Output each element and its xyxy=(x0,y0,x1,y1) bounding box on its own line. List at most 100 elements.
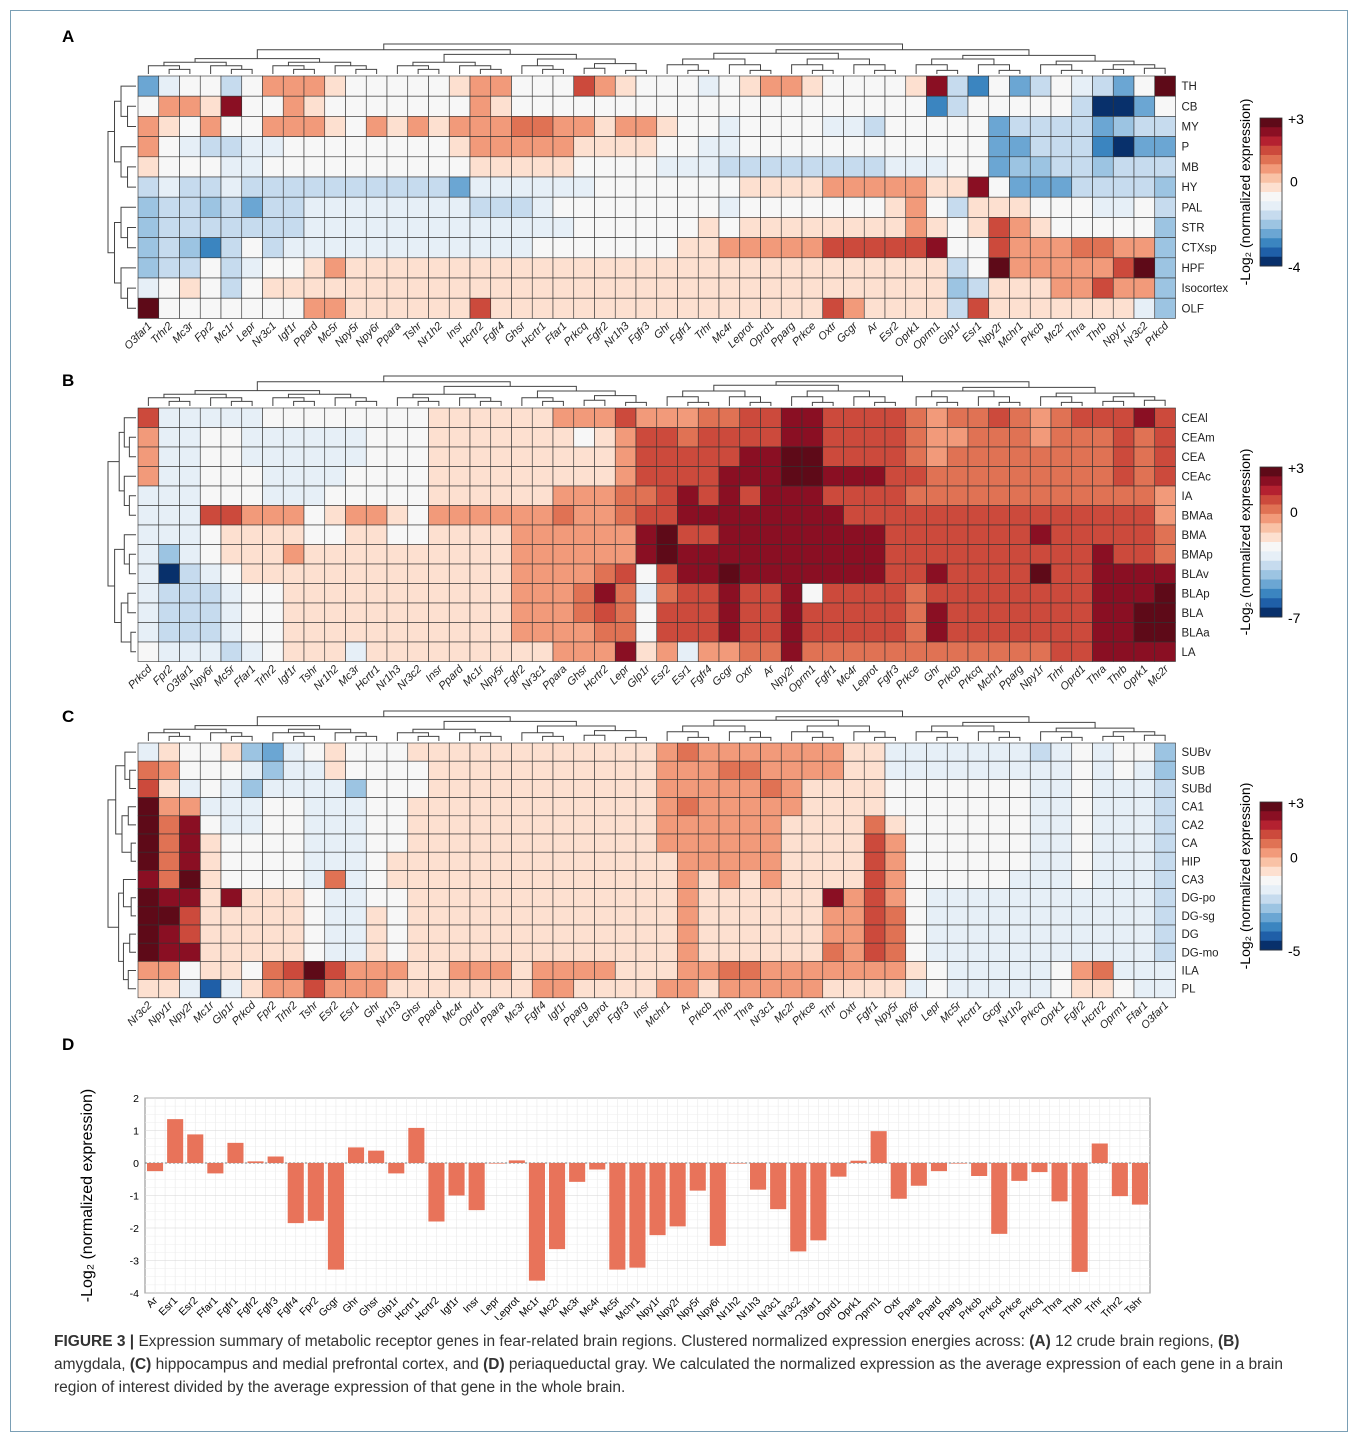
heatmap-cell xyxy=(1071,602,1093,623)
heatmap-cell xyxy=(448,797,471,817)
bar xyxy=(408,1127,425,1163)
heatmap-cell xyxy=(1009,760,1031,780)
row-label: CEAl xyxy=(1182,413,1208,425)
heatmap-cell xyxy=(718,407,741,428)
heatmap-cell xyxy=(863,583,886,604)
heatmap-cell xyxy=(386,924,409,944)
heatmap-cell xyxy=(1133,466,1156,487)
bar xyxy=(770,1163,787,1210)
heatmap-cell xyxy=(428,888,450,908)
heatmap-cell xyxy=(1092,427,1114,448)
heatmap-cell xyxy=(448,75,471,97)
heatmap-cell xyxy=(1154,544,1176,565)
heatmap-cell xyxy=(137,742,160,762)
heatmap-cell xyxy=(179,888,201,908)
heatmap-cell xyxy=(179,563,201,584)
heatmap-cell xyxy=(386,446,409,467)
heatmap-cell xyxy=(241,427,263,448)
heatmap-cell xyxy=(303,427,326,448)
heatmap-cell xyxy=(407,75,429,97)
heatmap-cell xyxy=(739,979,761,999)
heatmap-cell xyxy=(718,815,741,835)
heatmap-cell xyxy=(386,942,409,962)
bar xyxy=(167,1119,184,1163)
heatmap-cell xyxy=(677,602,699,623)
heatmap-cell xyxy=(1029,961,1052,980)
heatmap-cell xyxy=(199,485,222,506)
heatmap-cell xyxy=(365,297,388,319)
heatmap-cell xyxy=(158,237,180,259)
heatmap-cell xyxy=(199,779,222,798)
heatmap-cell xyxy=(324,407,346,428)
heatmap-cell xyxy=(303,277,326,299)
row-dendrogram-C xyxy=(107,751,136,990)
heatmap-cell xyxy=(760,237,782,259)
heatmap-cell xyxy=(511,95,533,117)
heatmap-cell xyxy=(448,979,471,999)
heatmap-cell xyxy=(718,237,741,259)
heatmap-cell xyxy=(1133,851,1156,871)
heatmap-cell xyxy=(1092,505,1114,526)
heatmap-cell xyxy=(697,237,720,259)
heatmap-cell xyxy=(801,136,824,158)
heatmap-cell xyxy=(1112,870,1135,889)
heatmap-cell xyxy=(1071,979,1093,999)
heatmap-cell xyxy=(594,760,616,780)
heatmap-cell xyxy=(1050,75,1073,97)
heatmap-cell xyxy=(905,466,927,487)
heatmap-cell xyxy=(552,196,575,218)
heatmap-cell xyxy=(843,257,865,279)
heatmap-cell xyxy=(656,257,678,279)
heatmap-cell xyxy=(1009,924,1031,944)
heatmap-cell xyxy=(863,136,886,158)
heatmap-cell xyxy=(324,906,346,926)
column-label: Fgfr4 xyxy=(522,999,549,1026)
heatmap-cell xyxy=(822,602,844,623)
heatmap-cell xyxy=(552,505,575,526)
heatmap-cell xyxy=(822,196,844,218)
heatmap-C xyxy=(137,742,1176,999)
heatmap-cell xyxy=(780,815,803,835)
heatmap-cell xyxy=(594,277,616,299)
heatmap-cell xyxy=(407,297,429,319)
column-label: Fgfr4 xyxy=(688,663,715,690)
heatmap-cell xyxy=(946,217,969,238)
heatmap-cell xyxy=(988,176,1010,198)
heatmap-cell xyxy=(1092,742,1114,762)
heatmap-cell xyxy=(137,961,160,980)
heatmap-cell xyxy=(386,888,409,908)
heatmap-cell xyxy=(1029,760,1052,780)
heatmap-cell xyxy=(822,116,844,137)
column-label: Ppard xyxy=(416,999,446,1029)
column-label: Mc2r xyxy=(1145,662,1172,689)
heatmap-cell xyxy=(220,602,243,623)
heatmap-cell xyxy=(863,427,886,448)
heatmap-cell xyxy=(386,544,409,565)
heatmap-cell xyxy=(1029,622,1052,643)
heatmap-cell xyxy=(1133,779,1156,798)
heatmap-cell xyxy=(199,196,222,218)
heatmap-cell xyxy=(594,176,616,198)
heatmap-cell xyxy=(1112,641,1135,662)
heatmap-cell xyxy=(1133,583,1156,604)
heatmap-cell xyxy=(241,779,263,798)
heatmap-cell xyxy=(511,961,533,980)
heatmap-cell xyxy=(946,583,969,604)
heatmap-cell xyxy=(926,641,948,662)
heatmap-cell xyxy=(718,466,741,487)
heatmap-cell xyxy=(946,742,969,762)
heatmap-cell xyxy=(552,602,575,623)
colorbar-step xyxy=(1260,210,1282,221)
heatmap-cell xyxy=(365,641,388,662)
heatmap-cell xyxy=(739,156,761,178)
heatmap-cell xyxy=(428,75,450,97)
heatmap-cell xyxy=(345,815,367,835)
heatmap-cell xyxy=(614,237,637,259)
heatmap-cell xyxy=(718,833,741,853)
heatmap-cell xyxy=(573,942,595,962)
heatmap-cell xyxy=(220,779,243,798)
heatmap-cell xyxy=(282,602,305,623)
heatmap-cell xyxy=(1050,277,1073,299)
heatmap-cell xyxy=(448,485,471,506)
heatmap-cell xyxy=(905,563,927,584)
